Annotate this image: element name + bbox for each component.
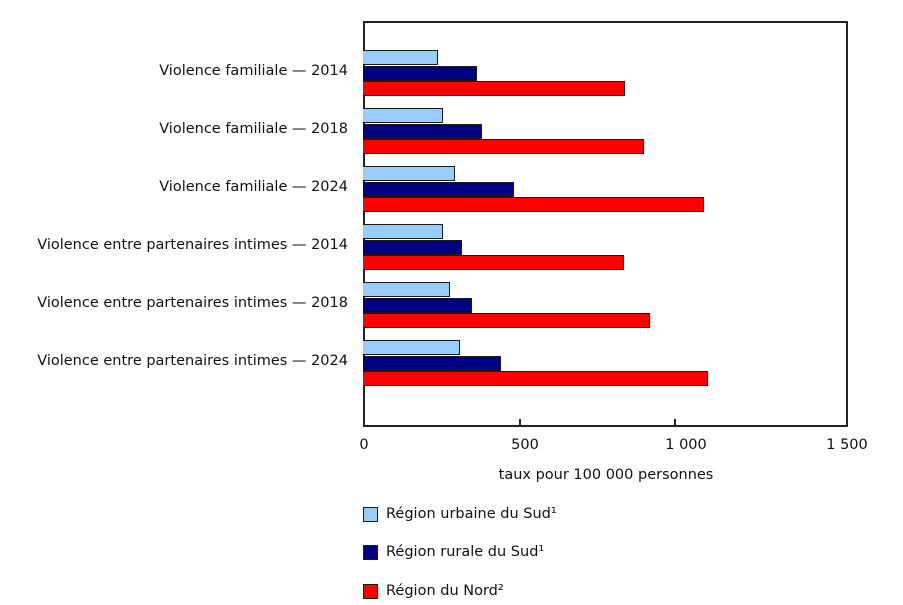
legend-label: Région du Nord² xyxy=(386,583,504,599)
bar xyxy=(363,297,473,313)
legend-item-rural-south: Région rurale du Sud¹ xyxy=(363,544,544,560)
bar xyxy=(363,255,624,270)
bar xyxy=(363,282,450,297)
bar xyxy=(363,371,708,386)
x-tick-label: 1 000 xyxy=(665,437,707,453)
bar xyxy=(363,313,651,328)
bar xyxy=(363,166,456,181)
bar xyxy=(363,181,515,197)
category-label: Violence entre partenaires intimes — 201… xyxy=(37,295,348,311)
category-label: Violence familiale — 2014 xyxy=(159,63,348,79)
bar xyxy=(363,340,460,355)
bar xyxy=(363,50,438,65)
legend-label: Région rurale du Sud¹ xyxy=(386,544,545,560)
category-label: Violence entre partenaires intimes — 202… xyxy=(37,353,348,369)
legend-swatch xyxy=(363,506,378,522)
category-label: Violence familiale — 2024 xyxy=(159,179,348,195)
legend-swatch xyxy=(363,544,378,560)
bar xyxy=(363,108,444,123)
bar xyxy=(363,123,483,139)
legend-item-urban-south: Région urbaine du Sud¹ xyxy=(363,506,557,522)
legend-label: Région urbaine du Sud¹ xyxy=(386,506,557,522)
x-tick-label: 1 500 xyxy=(826,437,868,453)
bar xyxy=(363,81,625,96)
x-tick xyxy=(674,419,676,427)
category-label: Violence entre partenaires intimes — 201… xyxy=(37,237,348,253)
bar xyxy=(363,239,463,255)
bar xyxy=(363,65,478,81)
x-tick-label: 0 xyxy=(359,437,369,453)
x-tick-label: 500 xyxy=(511,437,539,453)
x-tick xyxy=(519,419,521,427)
bar xyxy=(363,197,704,212)
category-label: Violence familiale — 2018 xyxy=(159,121,348,137)
bar xyxy=(363,139,644,154)
bar xyxy=(363,224,444,239)
x-axis-title: taux pour 100 000 personnes xyxy=(498,467,714,483)
legend-item-north: Région du Nord² xyxy=(363,583,504,599)
bar xyxy=(363,355,502,371)
legend-swatch xyxy=(363,583,378,599)
